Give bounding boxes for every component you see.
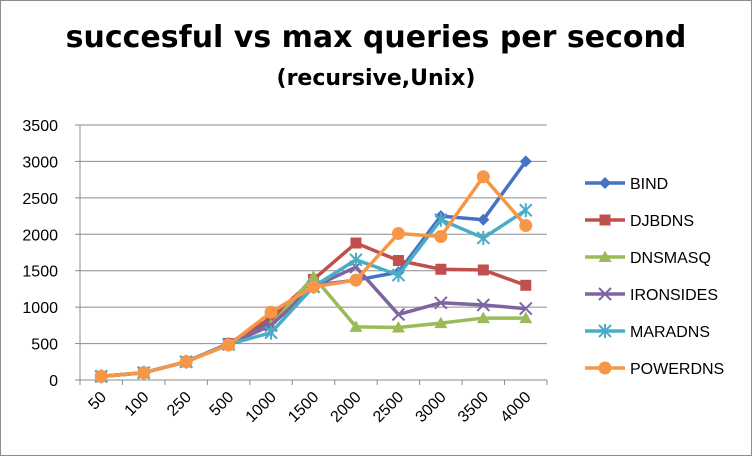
legend-marker-ironsides — [598, 287, 612, 301]
data-point-powerdns — [476, 170, 490, 184]
y-tick-label: 3000 — [22, 154, 58, 171]
legend-label: IRONSIDES — [630, 287, 718, 304]
data-point-maradns — [519, 203, 533, 218]
legend-label: MARADNS — [630, 324, 710, 341]
data-point-maradns — [264, 325, 278, 340]
legend-marker-maradns — [598, 324, 612, 338]
series-line-djbdns — [101, 241, 527, 379]
legend-item-djbdns: DJBDNS — [585, 213, 694, 230]
legend-item-ironsides: IRONSIDES — [585, 287, 718, 304]
data-point-dnsmasq — [391, 321, 405, 333]
x-tick-label: 2500 — [370, 389, 407, 426]
data-point-powerdns — [434, 229, 448, 243]
legend-marker-bind — [599, 177, 611, 189]
data-point-djbdns — [435, 263, 447, 275]
data-point-maradns — [434, 212, 448, 227]
data-point-djbdns — [350, 237, 362, 249]
legend-item-bind: BIND — [585, 176, 668, 193]
data-point-dnsmasq — [519, 311, 533, 324]
x-tick-label: 1000 — [243, 389, 280, 426]
data-point-bind — [519, 155, 532, 168]
data-point-powerdns — [179, 355, 193, 369]
data-point-ironsides — [391, 307, 406, 322]
data-point-djbdns — [392, 255, 404, 267]
data-point-powerdns — [519, 219, 533, 233]
x-tick-label: 50 — [85, 389, 110, 414]
legend-item-powerdns: POWERDNS — [585, 361, 724, 378]
legend-marker-djbdns — [599, 214, 611, 226]
data-point-powerdns — [307, 280, 320, 294]
data-point-powerdns — [349, 273, 363, 287]
series-djbdns — [95, 237, 532, 382]
data-point-powerdns — [94, 369, 108, 383]
legend-label: POWERDNS — [630, 361, 724, 378]
series-powerdns — [94, 170, 533, 383]
x-tick-label: 500 — [207, 389, 238, 420]
legend-label: BIND — [630, 176, 668, 193]
legend-label: DNSMASQ — [630, 250, 711, 267]
data-point-djbdns — [477, 264, 489, 276]
legend: BIND DJBDNS DNSMASQ IRONSIDES MARADNS POWERDN… — [585, 176, 724, 378]
data-point-bind — [477, 213, 490, 226]
x-tick-label: 3000 — [413, 389, 450, 426]
data-point-dnsmasq — [476, 311, 490, 324]
data-point-maradns — [476, 230, 491, 245]
x-tick-label: 2000 — [328, 389, 365, 426]
data-point-ironsides — [519, 301, 533, 316]
y-tick-label: 500 — [31, 337, 58, 354]
legend-label: DJBDNS — [630, 213, 694, 230]
chart-subtitle: (recursive,Unix) — [276, 66, 476, 91]
data-point-ironsides — [434, 296, 448, 310]
legend-item-maradns: MARADNS — [585, 324, 710, 341]
data-point-dnsmasq — [307, 270, 320, 282]
data-point-ironsides — [476, 298, 491, 312]
data-point-powerdns — [222, 338, 236, 352]
y-tick-label: 0 — [49, 373, 58, 390]
y-tick-label: 2500 — [22, 191, 58, 208]
y-tick-label: 1000 — [22, 300, 58, 317]
y-tick-label: 2000 — [22, 227, 58, 244]
data-point-powerdns — [264, 305, 278, 319]
x-tick-label: 250 — [164, 389, 195, 420]
x-tick-label: 100 — [122, 389, 153, 420]
x-tick-label: 1500 — [285, 389, 322, 426]
data-point-maradns — [349, 252, 363, 267]
y-tick-label: 3500 — [22, 118, 58, 135]
x-tick-label: 4000 — [497, 389, 534, 426]
data-point-djbdns — [520, 279, 532, 291]
legend-marker-powerdns — [598, 361, 612, 375]
legend-marker-dnsmasq — [598, 250, 612, 262]
y-tick-label: 1500 — [22, 264, 58, 281]
data-point-maradns — [391, 268, 406, 283]
data-point-dnsmasq — [434, 316, 448, 329]
data-point-dnsmasq — [349, 320, 363, 332]
series-lines — [94, 155, 533, 384]
data-point-powerdns — [137, 366, 151, 380]
chart-title: succesful vs max queries per second — [65, 20, 687, 55]
legend-item-dnsmasq: DNSMASQ — [585, 250, 711, 267]
x-tick-label: 3500 — [455, 389, 492, 426]
series-maradns — [94, 203, 533, 384]
data-point-powerdns — [391, 227, 405, 241]
